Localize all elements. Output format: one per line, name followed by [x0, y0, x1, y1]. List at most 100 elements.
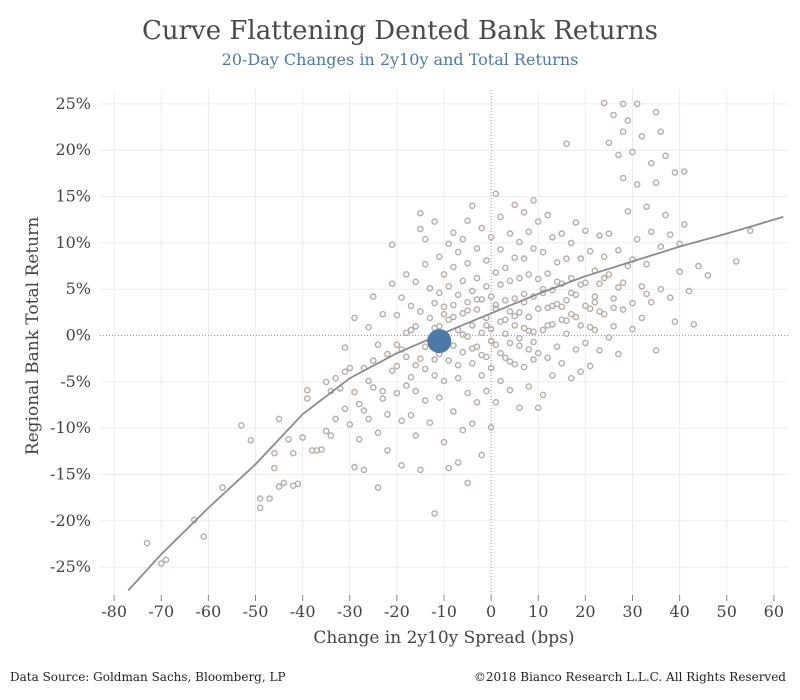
data-point-203: [544, 211, 552, 219]
data-point-218: [563, 140, 570, 147]
data-point-69: [412, 432, 420, 439]
data-point-118: [459, 277, 467, 285]
data-point-307: [468, 345, 476, 352]
data-point-4: [200, 533, 207, 540]
data-point-181: [520, 290, 528, 298]
data-point-255: [615, 246, 622, 254]
data-point-98: [440, 310, 448, 318]
data-point-233: [582, 227, 589, 235]
data-points: [143, 99, 754, 567]
data-point-230: [577, 368, 585, 376]
data-point-51: [379, 310, 387, 318]
data-point-75: [417, 466, 424, 474]
data-point-315: [506, 358, 514, 365]
fit-curve: [127, 216, 784, 592]
data-point-265: [629, 148, 636, 156]
data-point-343: [567, 289, 575, 297]
data-point-290: [671, 318, 679, 326]
data-point-193: [530, 245, 537, 252]
data-point-82: [426, 284, 434, 292]
x-tick-label-2: -60: [196, 602, 222, 621]
data-point-268: [633, 100, 641, 108]
data-point-174: [516, 404, 523, 412]
data-point-136: [478, 224, 486, 232]
data-point-16: [285, 435, 292, 443]
data-point-108: [450, 263, 457, 271]
data-point-286: [662, 211, 669, 219]
data-point-114: [459, 235, 467, 243]
data-point-295: [685, 287, 693, 295]
data-point-59: [393, 311, 401, 319]
data-point-294: [681, 221, 688, 228]
y-tick-label-2: 15%: [55, 187, 91, 206]
data-point-97: [440, 377, 448, 385]
data-point-35: [346, 421, 354, 428]
data-point-156: [497, 377, 504, 385]
data-point-165: [506, 386, 514, 394]
data-point-243: [596, 280, 603, 288]
data-point-285: [662, 152, 669, 160]
y-tick-label-0: 25%: [55, 94, 91, 113]
data-point-125: [468, 202, 476, 210]
data-point-211: [553, 343, 561, 351]
data-point-339: [549, 302, 556, 310]
data-point-53: [384, 447, 391, 454]
data-point-250: [605, 230, 613, 237]
data-source-note: Data Source: Goldman Sachs, Bloomberg, L…: [10, 670, 286, 684]
data-point-34: [341, 405, 349, 413]
data-point-103: [445, 283, 453, 290]
data-point-21: [303, 386, 311, 394]
data-point-241: [596, 232, 603, 239]
data-point-304: [454, 361, 462, 369]
data-point-273: [638, 314, 646, 322]
data-point-50: [379, 387, 387, 395]
data-point-277: [648, 298, 655, 306]
data-point-80: [421, 397, 429, 404]
data-point-102: [445, 357, 453, 364]
data-point-327: [402, 382, 410, 389]
x-axis-ticks: -80 -70 -60 -50 -40 -30 -20 -10 0 10 20 30 40 50 60: [101, 595, 784, 621]
data-point-231: [577, 322, 585, 329]
data-point-63: [402, 329, 410, 337]
data-point-298: [704, 271, 712, 279]
data-point-8: [256, 504, 264, 512]
x-tick-label-6: -20: [384, 602, 410, 621]
data-point-309: [478, 351, 486, 359]
data-point-333: [365, 377, 372, 385]
data-point-13: [275, 415, 283, 423]
data-point-236: [586, 247, 594, 255]
data-point-253: [610, 322, 617, 330]
data-point-276: [648, 159, 655, 167]
data-point-229: [577, 255, 585, 262]
x-tick-label-3: -50: [243, 602, 269, 621]
data-point-124: [464, 259, 471, 267]
data-point-149: [487, 293, 495, 300]
data-point-111: [454, 374, 462, 382]
data-point-146: [487, 233, 495, 241]
data-point-306: [464, 307, 471, 314]
data-point-148: [487, 364, 495, 372]
data-point-130: [473, 245, 481, 252]
data-point-190: [530, 356, 537, 363]
data-point-155: [497, 213, 504, 221]
data-point-128: [468, 359, 476, 367]
data-point-31: [332, 374, 339, 382]
data-point-324: [435, 322, 443, 330]
data-point-222: [567, 374, 575, 382]
data-point-269: [633, 181, 641, 188]
data-point-168: [506, 277, 514, 285]
x-tick-label-12: 40: [669, 602, 689, 621]
data-point-40: [355, 435, 363, 443]
data-point-270: [633, 235, 641, 243]
data-point-95: [440, 271, 448, 278]
data-point-196: [534, 305, 542, 313]
data-point-215: [558, 359, 566, 367]
data-point-163: [501, 264, 509, 272]
data-point-296: [690, 321, 698, 328]
data-point-36: [346, 364, 354, 372]
data-point-234: [582, 339, 589, 347]
data-point-62: [398, 417, 405, 425]
data-point-248: [605, 334, 613, 341]
data-point-261: [619, 306, 627, 313]
